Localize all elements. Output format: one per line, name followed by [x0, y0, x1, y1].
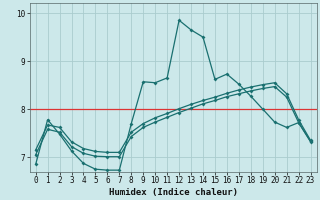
X-axis label: Humidex (Indice chaleur): Humidex (Indice chaleur)	[108, 188, 238, 197]
